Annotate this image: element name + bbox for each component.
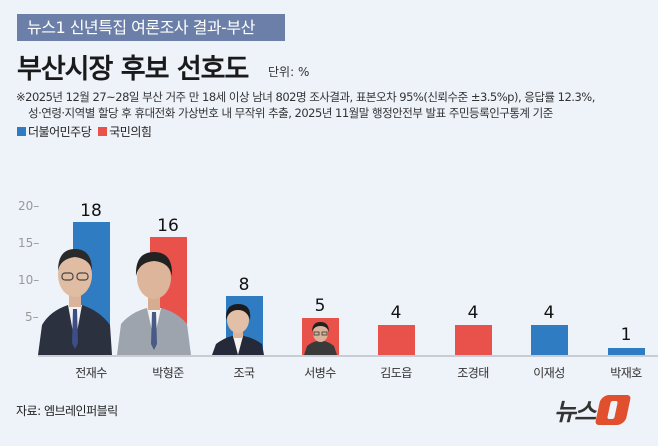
source-label: 자료: 엠브레인퍼블릭 (16, 404, 118, 418)
value-label-cho-kuk: 8 (238, 275, 250, 295)
chart-legend: 더불어민주당 국민의힘 (17, 123, 154, 140)
bar-chart: 20– 15– 10– 5– 18 16 8 (0, 180, 658, 380)
legend-item-democratic: 더불어민주당 (17, 123, 92, 140)
bar-park-jaeho (608, 348, 645, 355)
legend-label: 국민의힘 (109, 125, 152, 139)
value-label-park-jaeho: 1 (620, 325, 632, 345)
legend-swatch-democratic (17, 127, 26, 136)
y-tick-10: 10– (18, 273, 40, 287)
bar-cho-kyungtae (455, 325, 492, 355)
y-tick-15: 15– (18, 236, 40, 250)
logo-text: 뉴스 (554, 398, 596, 426)
bar-lee-jaesung (531, 325, 568, 355)
y-tick-5: 5– (25, 310, 39, 324)
unit-label: 단위: % (268, 65, 310, 79)
x-label-jeon-jaesu: 전재수 (75, 366, 107, 380)
value-label-cho-kyungtae: 4 (467, 303, 479, 323)
value-label-jeon-jaesu: 18 (80, 201, 102, 221)
value-label-park-hyungjun: 16 (157, 216, 179, 236)
legend-swatch-ppp (98, 127, 108, 136)
photo-jeon-jaesu (38, 249, 112, 355)
chart-title: 부산시장 후보 선호도 (17, 54, 249, 85)
value-label-seo-byungsu: 5 (314, 296, 326, 316)
x-label-seo-byungsu: 서병수 (304, 366, 336, 380)
bar-kim-doeup (378, 325, 415, 355)
photo-cho-kuk (212, 304, 264, 355)
photo-park-hyungjun (117, 252, 191, 355)
legend-label: 더불어민주당 (28, 125, 92, 139)
x-label-park-jaeho: 박재호 (610, 366, 642, 380)
news1-logo: 뉴스 (554, 392, 632, 427)
x-label-cho-kuk: 조국 (233, 366, 255, 380)
x-label-lee-jaesung: 이재성 (533, 366, 565, 380)
y-tick-20: 20– (18, 199, 40, 213)
x-label-cho-kyungtae: 조경태 (457, 366, 489, 380)
photo-seo-byungsu (304, 322, 337, 355)
value-label-lee-jaesung: 4 (543, 303, 555, 323)
survey-note-line2: 성·연령·지역별 할당 후 휴대전화 가상번호 내 무작위 추출, 2025년 … (28, 106, 553, 120)
survey-note-line1: ※2025년 12월 27~28일 부산 거주 만 18세 이상 남녀 802명… (16, 90, 595, 104)
x-axis-baseline (38, 355, 658, 357)
x-label-park-hyungjun: 박형준 (152, 366, 184, 380)
legend-item-ppp: 국민의힘 (98, 123, 152, 140)
x-label-kim-doeup: 김도읍 (380, 366, 412, 380)
survey-note: ※2025년 12월 27~28일 부산 거주 만 18세 이상 남녀 802명… (16, 89, 656, 121)
survey-banner: 뉴스1 신년특집 여론조사 결과-부산 (17, 14, 285, 41)
logo-one-icon (594, 394, 632, 425)
value-label-kim-doeup: 4 (390, 303, 402, 323)
